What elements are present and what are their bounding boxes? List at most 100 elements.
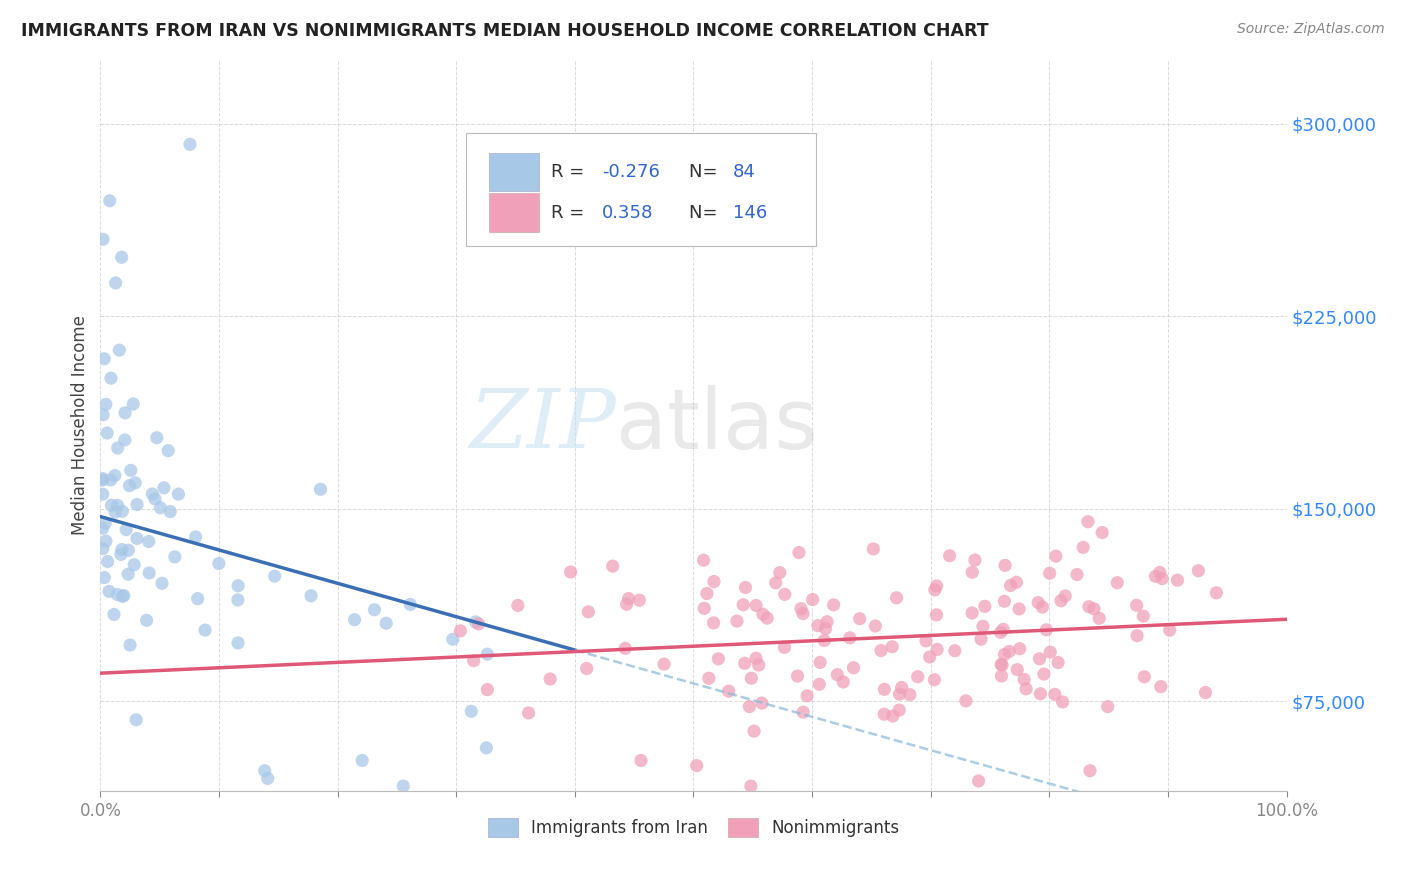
Point — [149, 500, 172, 515]
Point — [1166, 573, 1188, 587]
FancyBboxPatch shape — [489, 194, 540, 232]
Point — [97, 555, 120, 569]
Point — [1126, 629, 1149, 643]
Point — [786, 669, 808, 683]
Point — [122, 558, 145, 572]
Point — [91, 232, 114, 246]
Point — [1054, 589, 1077, 603]
Point — [105, 587, 128, 601]
Point — [1045, 549, 1067, 564]
Point — [125, 713, 148, 727]
Point — [1026, 596, 1049, 610]
Point — [91, 521, 114, 535]
Point — [898, 688, 921, 702]
Point — [1077, 599, 1099, 614]
Point — [924, 673, 946, 687]
Point — [226, 593, 249, 607]
Point — [125, 498, 148, 512]
Point — [299, 589, 322, 603]
Point — [1091, 525, 1114, 540]
Point — [1077, 515, 1099, 529]
Point — [184, 530, 207, 544]
Point — [179, 137, 201, 152]
Text: 146: 146 — [733, 203, 766, 221]
Point — [111, 542, 134, 557]
Point — [1149, 566, 1171, 580]
Point — [1071, 541, 1094, 555]
Point — [107, 499, 129, 513]
Point — [808, 656, 831, 670]
Point — [890, 681, 912, 695]
Point — [1050, 594, 1073, 608]
Point — [801, 592, 824, 607]
Point — [114, 406, 136, 420]
Point — [990, 657, 1012, 672]
Point — [740, 671, 762, 685]
Point — [814, 622, 837, 636]
Point — [111, 250, 134, 264]
Point — [1187, 564, 1209, 578]
Point — [792, 705, 814, 719]
Point — [91, 541, 114, 556]
Text: N=: N= — [689, 203, 723, 221]
Point — [141, 487, 163, 501]
Point — [138, 566, 160, 580]
FancyBboxPatch shape — [465, 133, 815, 246]
Point — [194, 623, 217, 637]
Point — [135, 613, 157, 627]
Point — [167, 487, 190, 501]
Point — [925, 607, 948, 622]
Point — [352, 754, 374, 768]
Point — [477, 682, 499, 697]
Point — [94, 516, 117, 531]
Point — [187, 591, 209, 606]
Point — [1033, 667, 1056, 681]
Text: ZIP: ZIP — [470, 385, 616, 466]
Point — [738, 699, 761, 714]
Text: R =: R = — [551, 203, 591, 221]
Point — [226, 636, 249, 650]
Point — [163, 549, 186, 564]
Point — [208, 557, 231, 571]
Point — [994, 558, 1017, 573]
Point — [517, 706, 540, 720]
Point — [787, 545, 810, 559]
Point — [576, 605, 599, 619]
Point — [226, 579, 249, 593]
Point — [309, 483, 332, 497]
Point — [873, 707, 896, 722]
Point — [96, 425, 118, 440]
Point — [889, 703, 911, 717]
Point — [108, 343, 131, 358]
Point — [1039, 566, 1062, 581]
Point — [703, 574, 725, 589]
Point — [815, 615, 838, 629]
Point — [94, 397, 117, 411]
Point — [1047, 656, 1070, 670]
Point — [907, 670, 929, 684]
Point — [734, 657, 756, 671]
Point — [745, 599, 768, 613]
Point — [1008, 602, 1031, 616]
Point — [765, 575, 787, 590]
Point — [100, 473, 122, 487]
Point — [463, 654, 485, 668]
Point — [122, 397, 145, 411]
Point — [842, 661, 865, 675]
Point — [1005, 663, 1028, 677]
Point — [256, 772, 278, 786]
Point — [955, 694, 977, 708]
Point — [575, 662, 598, 676]
Point — [652, 657, 675, 672]
Point — [103, 607, 125, 622]
Point — [93, 571, 115, 585]
Point — [150, 576, 173, 591]
Point — [938, 549, 960, 563]
Point — [1039, 645, 1062, 659]
Point — [91, 408, 114, 422]
Text: R =: R = — [551, 162, 591, 180]
Point — [960, 566, 983, 580]
Point — [1029, 687, 1052, 701]
Point — [630, 754, 652, 768]
Point — [1205, 586, 1227, 600]
